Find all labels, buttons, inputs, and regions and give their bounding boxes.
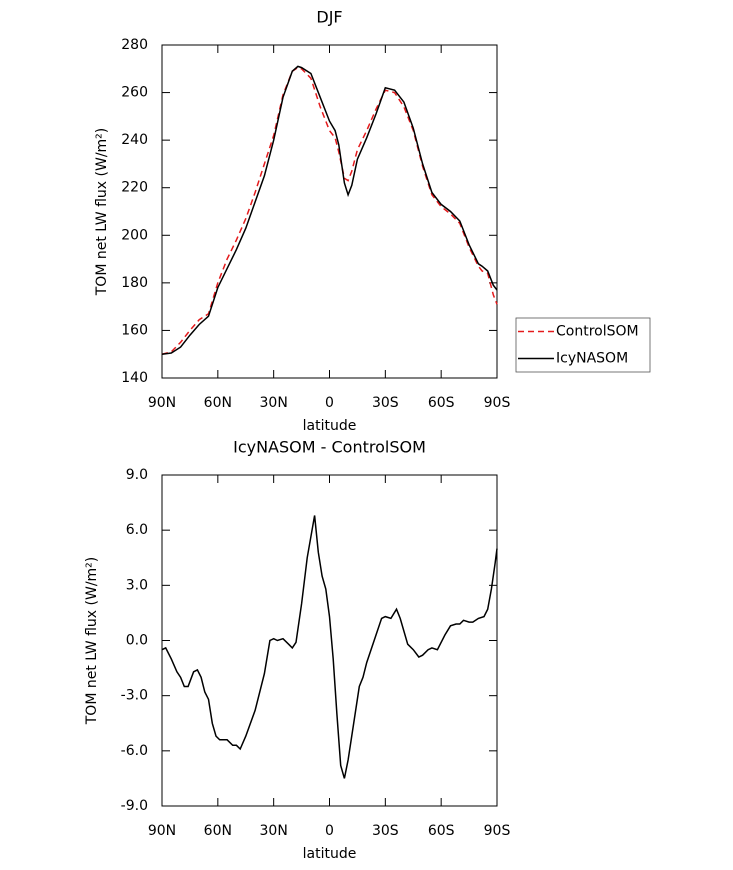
y-tick-label: 160 <box>121 322 148 338</box>
plot-frame <box>161 474 498 807</box>
y-tick-label: -9.0 <box>121 798 148 814</box>
y-tick-label: 9.0 <box>126 467 148 483</box>
y-tick-label: -6.0 <box>121 743 148 759</box>
x-tick-label: 30N <box>260 395 288 411</box>
x-tick-label: 30S <box>372 395 399 411</box>
chart-title: IcyNASOM - ControlSOM <box>233 438 426 457</box>
x-tick-label: 60N <box>204 823 232 839</box>
y-tick-label: 3.0 <box>126 577 148 593</box>
legend-label: ControlSOM <box>556 324 639 340</box>
x-tick-label: 90S <box>484 823 511 839</box>
y-tick-label: -3.0 <box>121 688 148 704</box>
y-tick-label: 200 <box>121 227 148 243</box>
legend-label: IcyNASOM <box>556 351 628 367</box>
legend-box <box>515 317 651 373</box>
data-line <box>161 66 498 355</box>
x-tick-label: 90N <box>148 823 176 839</box>
x-tick-label: 0 <box>325 395 334 411</box>
chart-title: DJF <box>316 8 342 27</box>
y-tick-label: 0.0 <box>126 633 148 649</box>
x-axis-label: latitude <box>303 418 357 434</box>
y-tick-label: 220 <box>121 180 148 196</box>
y-tick-label: 140 <box>121 370 148 386</box>
data-line <box>161 515 498 779</box>
x-tick-label: 90S <box>484 395 511 411</box>
y-tick-label: 6.0 <box>126 522 148 538</box>
y-tick-label: 260 <box>121 85 148 101</box>
y-tick-label: 180 <box>121 275 148 291</box>
y-tick-label: 280 <box>121 37 148 53</box>
y-axis-label: TOM net LW flux (W/m²) <box>84 557 100 726</box>
x-tick-label: 60N <box>204 395 232 411</box>
x-tick-label: 30S <box>372 823 399 839</box>
y-axis-label: TOM net LW flux (W/m²) <box>94 128 110 297</box>
x-tick-label: 60S <box>428 823 455 839</box>
x-axis-label: latitude <box>303 846 357 862</box>
x-tick-label: 0 <box>325 823 334 839</box>
x-tick-label: 30N <box>260 823 288 839</box>
y-tick-label: 240 <box>121 132 148 148</box>
data-line <box>161 65 498 355</box>
x-tick-label: 60S <box>428 395 455 411</box>
x-tick-label: 90N <box>148 395 176 411</box>
